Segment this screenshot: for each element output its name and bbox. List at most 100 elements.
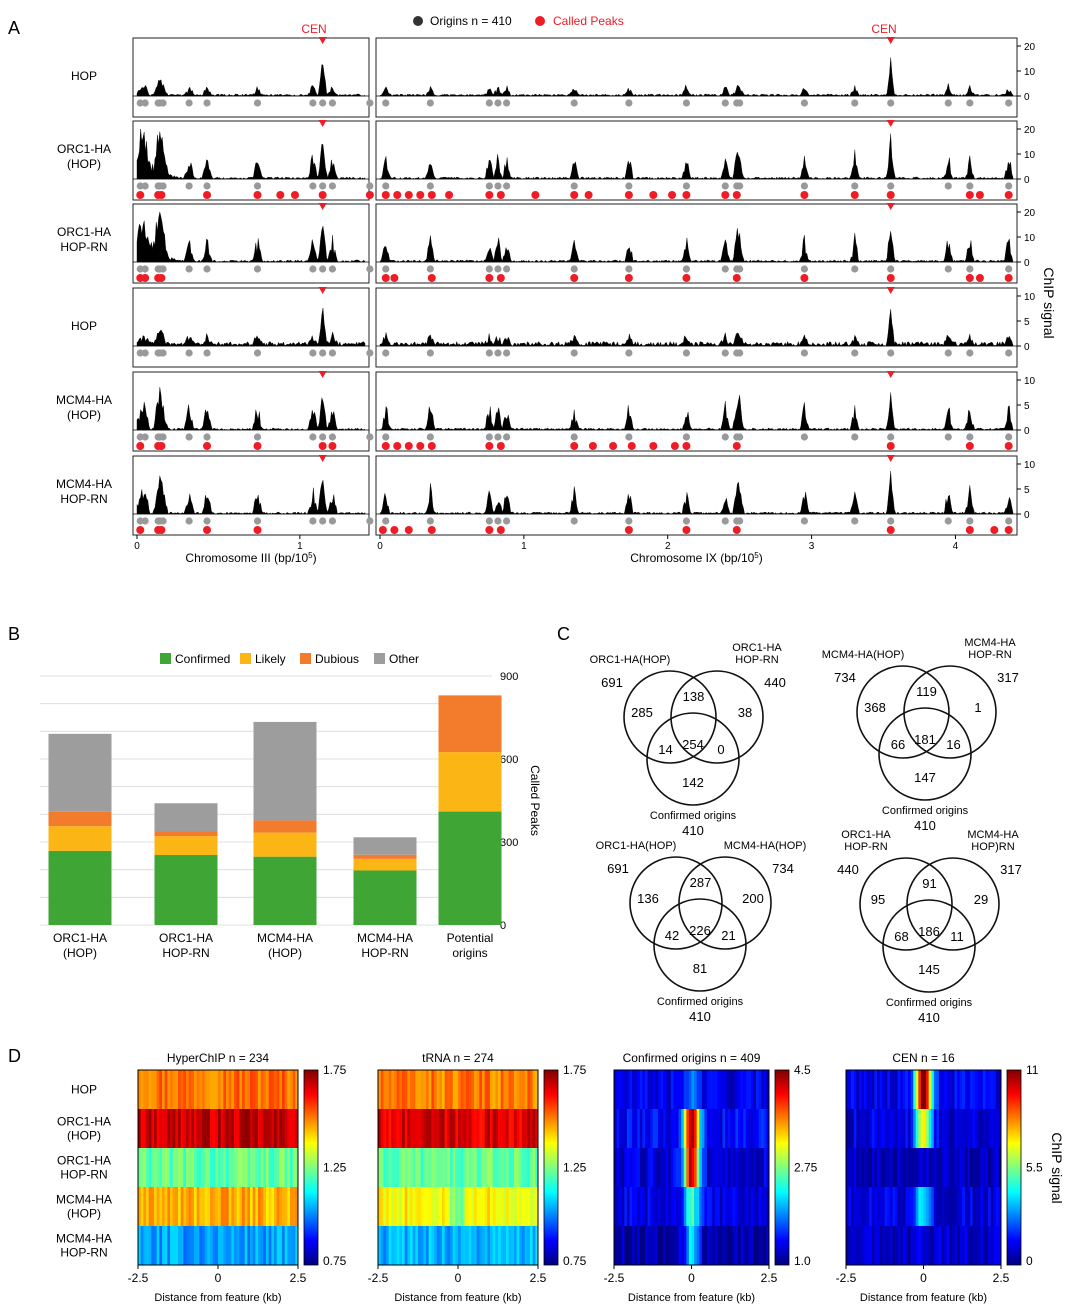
heatmap-cell	[199, 1226, 203, 1266]
origins-legend-label: Origins n = 410	[430, 14, 512, 28]
track-row-label: MCM4-HA	[56, 393, 112, 407]
heatmap-cell	[447, 1070, 451, 1110]
x-tick-label: 0	[455, 1271, 462, 1285]
heatmap-cell	[394, 1148, 398, 1188]
heatmap-cell	[380, 1148, 384, 1188]
origin-marker	[736, 265, 744, 273]
heatmap-cell	[707, 1109, 711, 1149]
heatmap-cell	[284, 1070, 288, 1110]
heatmap-cell	[959, 1187, 963, 1227]
heatmap-cell	[688, 1187, 692, 1227]
heatmap-cell	[495, 1070, 499, 1110]
origin-marker	[625, 265, 633, 273]
heatmap-cell	[292, 1226, 296, 1266]
heatmap-cell	[532, 1187, 536, 1227]
heatmap-cell	[178, 1148, 182, 1188]
heatmap-cell	[673, 1109, 677, 1149]
heatmap-cell	[516, 1187, 520, 1227]
heatmap-cell	[632, 1148, 636, 1188]
called-peak-marker	[427, 191, 436, 199]
heatmap-cell	[988, 1109, 992, 1149]
heatmap-cell	[639, 1070, 643, 1110]
heatmap-cell	[926, 1070, 930, 1110]
heatmap-cell	[663, 1187, 667, 1227]
chip-signal-trace	[136, 211, 366, 263]
origin-marker	[366, 517, 374, 525]
heatmap-cell	[977, 1187, 981, 1227]
heatmap-cell	[143, 1070, 147, 1110]
heatmap-cell	[442, 1148, 446, 1188]
heatmap-cell	[503, 1109, 507, 1149]
heatmap-cell	[234, 1226, 238, 1266]
heatmap-cell	[858, 1148, 862, 1188]
heatmap-cell	[941, 1187, 945, 1227]
heatmap-cell	[652, 1109, 656, 1149]
heatmap-cell	[887, 1148, 891, 1188]
heatmap-cell	[460, 1187, 464, 1227]
called-peak-marker	[390, 526, 399, 534]
heatmap-cell	[164, 1148, 168, 1188]
heatmap-cell	[535, 1070, 539, 1110]
heatmap-cell	[404, 1109, 408, 1149]
origin-marker	[185, 182, 193, 190]
heatmap-cell	[138, 1148, 142, 1188]
heatmap-cell	[758, 1109, 762, 1149]
origin-marker	[328, 349, 337, 357]
heatmap-cell	[660, 1109, 664, 1149]
heatmap-cell	[717, 1070, 721, 1110]
heatmap-cell	[869, 1226, 873, 1266]
origin-marker	[570, 99, 578, 107]
heatmap-cell	[871, 1226, 875, 1266]
heatmap-cell	[980, 1070, 984, 1110]
heatmap-cell	[686, 1070, 690, 1110]
heatmap-cell	[900, 1070, 904, 1110]
heatmap-cell	[418, 1187, 422, 1227]
heatmap-cell	[920, 1148, 924, 1188]
origin-marker	[503, 182, 511, 190]
heatmap-cell	[236, 1109, 240, 1149]
heatmap-cell	[719, 1187, 723, 1227]
heatmap-cell	[444, 1187, 448, 1227]
venn-region-count: 21	[721, 928, 735, 943]
heatmap-cell	[946, 1070, 950, 1110]
venn-set-label: HOP-RN	[844, 841, 887, 853]
heatmap-cell	[900, 1226, 904, 1266]
heatmap-cell	[954, 1226, 958, 1266]
origin-marker	[721, 265, 729, 273]
heatmap-cell	[895, 1070, 899, 1110]
venn-set-label: HOP)RN	[971, 841, 1014, 853]
heatmap-cell	[180, 1070, 184, 1110]
venn-region-count: 142	[682, 775, 704, 790]
heatmap-cell	[725, 1070, 729, 1110]
venn-set-label: ORC1-HA(HOP)	[596, 840, 677, 852]
heatmap-cell	[388, 1109, 392, 1149]
heatmap-cell	[918, 1070, 922, 1110]
heatmap-cell	[853, 1226, 857, 1266]
heatmap-cell	[647, 1187, 651, 1227]
heatmap-cell	[183, 1109, 187, 1149]
heatmap-cell	[743, 1070, 747, 1110]
heatmap-cell	[657, 1109, 661, 1149]
heatmap-cell	[263, 1109, 267, 1149]
heatmap-cell	[476, 1187, 480, 1227]
heatmap-cell	[210, 1109, 214, 1149]
heatmap-cell	[527, 1109, 531, 1149]
called-peak-marker	[886, 191, 895, 199]
origin-marker	[570, 349, 578, 357]
heatmap-cell	[154, 1148, 158, 1188]
heatmap-cell	[402, 1187, 406, 1227]
x-axis-label: Chromosome III (bp/105)	[185, 551, 316, 566]
called-peak-marker	[416, 442, 425, 450]
heatmap-cell	[756, 1226, 760, 1266]
heatmap-cell	[196, 1148, 200, 1188]
heatmap-cell	[954, 1148, 958, 1188]
venn-region-count: 16	[946, 737, 960, 752]
heatmap-cell	[750, 1109, 754, 1149]
heatmap-cell	[212, 1187, 216, 1227]
heatmap-cell	[207, 1148, 211, 1188]
heatmap-cell	[879, 1109, 883, 1149]
heatmap-cell	[699, 1226, 703, 1266]
heatmap-cell	[624, 1148, 628, 1188]
heatmap-cell	[415, 1148, 419, 1188]
